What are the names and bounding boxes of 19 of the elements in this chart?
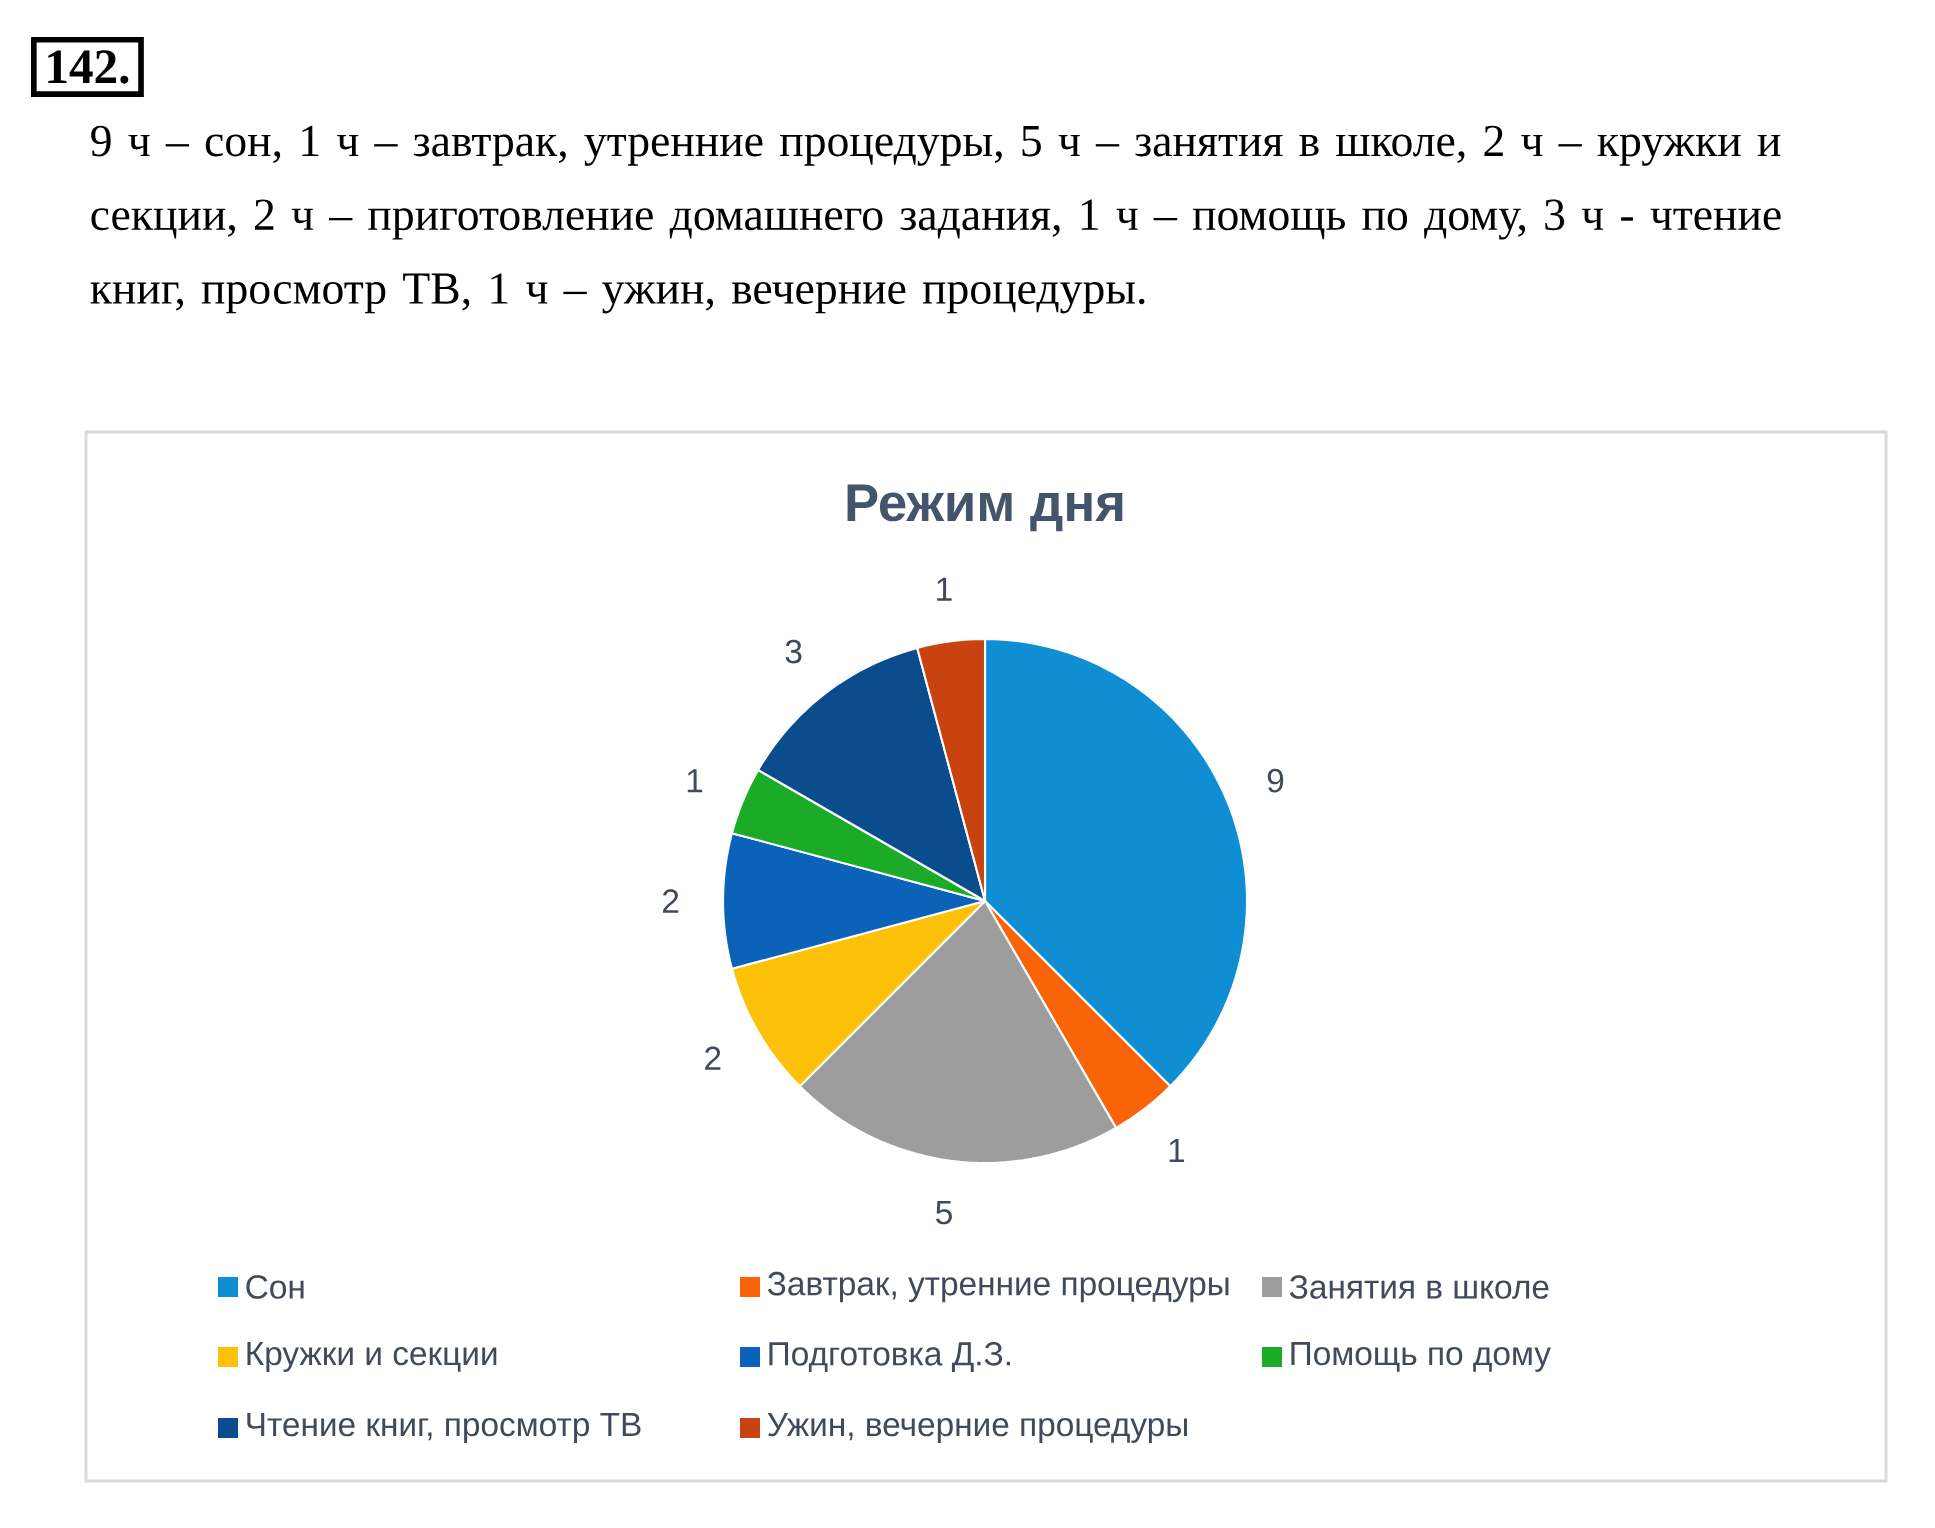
data-label: 1 (1169, 1138, 1185, 1162)
legend-label: Чтение книг, просмотр ТВ (247, 1413, 641, 1443)
data-label: 2 (705, 1046, 721, 1070)
legend-label: Завтрак, утренние процедуры (767, 1271, 1229, 1303)
legend-label: Сон (246, 1275, 304, 1299)
data-label: 5 (936, 1201, 952, 1225)
text: 9 ч – сон, 1 ч – завтрак, утренние процедуры, 5 ч – занятия в школе, 2 ч – кружки и секции, 2 ч – приготовление домашнего задания, 1 ч – помощь по дому, 3 ч - чтение книг, просмотр ТВ, 1 ч – ужин, вечерние процедуры. (90, 125, 1781, 314)
legend-label: Ужин, вечерние процедуры (767, 1413, 1187, 1443)
data-label: 3 (785, 639, 802, 664)
data-label: 9 (1267, 768, 1284, 793)
text: 142. (48, 50, 129, 84)
data-label: 1 (937, 577, 952, 601)
legend-label: Подготовка Д.З. (769, 1342, 1010, 1372)
chart-title: Режим дня (847, 484, 1123, 532)
legend-label: Занятия в школе (1289, 1275, 1549, 1299)
data-label: 2 (662, 889, 679, 913)
legend-label: Кружки и секции (247, 1342, 497, 1372)
data-label: 1 (687, 769, 703, 793)
legend-label: Помощь по дому (1291, 1342, 1551, 1372)
